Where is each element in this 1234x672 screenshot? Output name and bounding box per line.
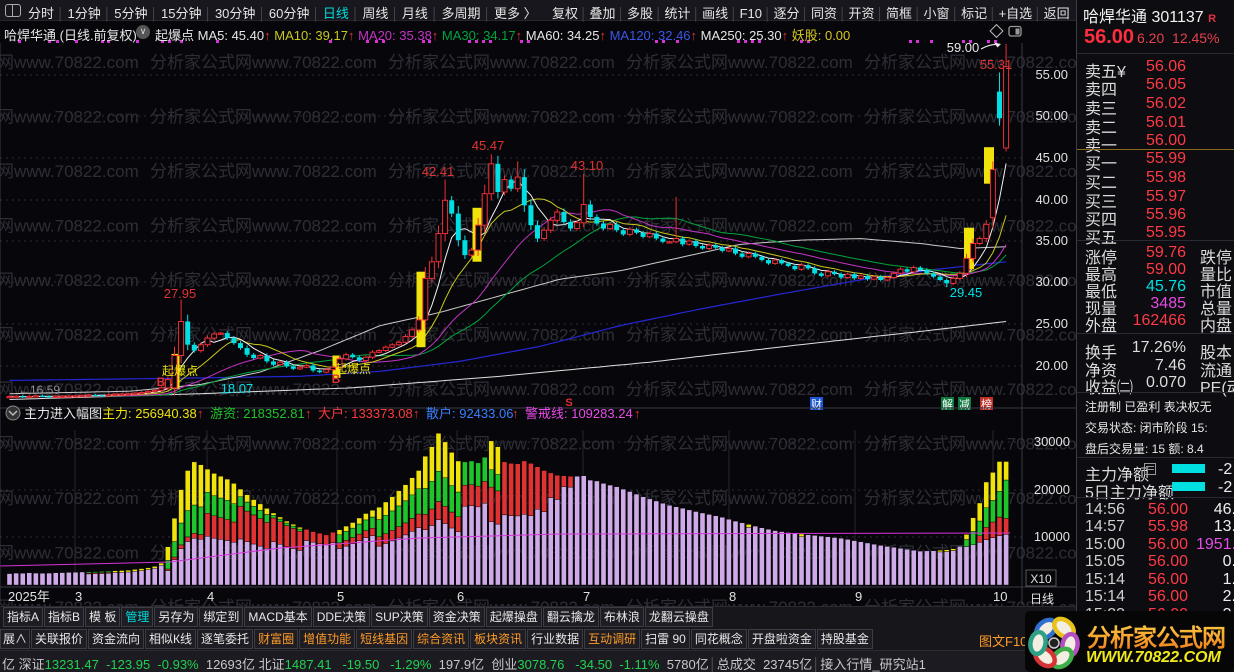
svg-text:分析家公式网www.70822.com: 分析家公式网www.70822.com: [864, 326, 1076, 345]
svg-text:减: 减: [959, 398, 970, 411]
svg-text:分析家公式网www.70822.com: 分析家公式网www.70822.com: [0, 108, 139, 127]
svg-text:30.00: 30.00: [1035, 274, 1068, 289]
svg-text:分析家公式网www.70822.com: 分析家公式网www.70822.com: [388, 162, 615, 181]
svg-text:55.00: 55.00: [1035, 67, 1068, 82]
svg-text:分析家公式网www.70822.com: 分析家公式网www.70822.com: [150, 489, 377, 508]
svg-text:起爆点: 起爆点: [335, 362, 371, 376]
svg-text:分析家公式网www.70822.com: 分析家公式网www.70822.com: [864, 435, 1076, 454]
svg-text:30000: 30000: [1034, 434, 1070, 449]
svg-text:分析家公式网www.70822.com: 分析家公式网www.70822.com: [0, 326, 139, 345]
svg-text:主力进入幅图: 主力进入幅图: [24, 406, 102, 421]
svg-text:分析家公式网www.70822.com: 分析家公式网www.70822.com: [626, 162, 853, 181]
svg-text:分析家公式网www.70822.com: 分析家公式网www.70822.com: [0, 217, 139, 236]
svg-text:分析家公式网www.70822.com: 分析家公式网www.70822.com: [626, 380, 853, 399]
svg-text:55.31: 55.31: [980, 57, 1013, 72]
svg-text:分析家公式网www.70822.com: 分析家公式网www.70822.com: [864, 162, 1076, 181]
svg-text:29.45: 29.45: [950, 285, 983, 300]
svg-text:B: B: [332, 372, 341, 386]
svg-text:解: 解: [942, 397, 953, 411]
svg-text:分析家公式网www.70822.com: 分析家公式网www.70822.com: [864, 108, 1076, 127]
svg-text:分析家公式网www.70822.com: 分析家公式网www.70822.com: [864, 217, 1076, 236]
svg-text:分析家公式网www.70822.com: 分析家公式网www.70822.com: [150, 435, 377, 454]
svg-text:分析家公式网www.70822.com: 分析家公式网www.70822.com: [864, 544, 1076, 563]
svg-text:分析家公式网www.70822.com: 分析家公式网www.70822.com: [388, 108, 615, 127]
svg-text:↑: ↑: [634, 406, 641, 421]
svg-text:10000: 10000: [1034, 529, 1070, 544]
svg-text:S: S: [565, 397, 572, 409]
svg-text:财: 财: [811, 397, 822, 411]
svg-text:警戒线: 109283.24: 警戒线: 109283.24: [525, 406, 633, 421]
svg-text:↑: ↑: [305, 406, 312, 421]
svg-text:散户: 92433.06: 散户: 92433.06: [426, 406, 513, 421]
svg-text:18.07: 18.07: [221, 381, 254, 396]
svg-text:59.00: 59.00: [947, 40, 980, 55]
svg-text:分析家公式网www.70822.com: 分析家公式网www.70822.com: [388, 53, 615, 72]
svg-text:榜: 榜: [981, 397, 992, 411]
svg-text:5: 5: [337, 589, 344, 604]
svg-text:43.10: 43.10: [571, 158, 604, 173]
svg-text:分析家公式网www.70822.com: 分析家公式网www.70822.com: [388, 489, 615, 508]
svg-text:日线: 日线: [1030, 592, 1054, 606]
svg-text:分析家公式网www.70822.com: 分析家公式网www.70822.com: [388, 435, 615, 454]
svg-text:4: 4: [207, 589, 214, 604]
svg-text:6: 6: [457, 589, 464, 604]
svg-text:10: 10: [993, 589, 1007, 604]
svg-text:35.00: 35.00: [1035, 233, 1068, 248]
svg-text:←16.59: ←16.59: [18, 383, 60, 397]
svg-text:分析家公式网www.70822.com: 分析家公式网www.70822.com: [388, 380, 615, 399]
svg-text:分析家公式网www.70822.com: 分析家公式网www.70822.com: [626, 217, 853, 236]
svg-text:分析家公式网www.70822.com: 分析家公式网www.70822.com: [864, 489, 1076, 508]
svg-text:分析家公式网www.70822.com: 分析家公式网www.70822.com: [150, 217, 377, 236]
svg-text:起爆点: 起爆点: [162, 364, 198, 378]
svg-text:分析家公式网www.70822.com: 分析家公式网www.70822.com: [626, 435, 853, 454]
svg-text:分析家公式网www.70822.com: 分析家公式网www.70822.com: [388, 271, 615, 290]
svg-text:50.00: 50.00: [1035, 108, 1068, 123]
svg-text:7: 7: [583, 589, 590, 604]
svg-text:42.41: 42.41: [422, 164, 455, 179]
svg-text:分析家公式网www.70822.com: 分析家公式网www.70822.com: [0, 162, 139, 181]
svg-text:分析家公式网www.70822.com: 分析家公式网www.70822.com: [150, 544, 377, 563]
svg-text:25.00: 25.00: [1035, 316, 1068, 331]
svg-text:分析家公式网www.70822.com: 分析家公式网www.70822.com: [0, 489, 139, 508]
svg-text:↑: ↑: [197, 406, 204, 421]
svg-text:分析家公式网www.70822.com: 分析家公式网www.70822.com: [864, 271, 1076, 290]
svg-text:分析家公式网www.70822.com: 分析家公式网www.70822.com: [150, 53, 377, 72]
svg-text:X10: X10: [1030, 572, 1052, 586]
svg-text:分析家公式网www.70822.com: 分析家公式网www.70822.com: [0, 380, 139, 399]
svg-text:分析家公式网www.70822.com: 分析家公式网www.70822.com: [0, 53, 139, 72]
svg-text:分析家公式网www.70822.com: 分析家公式网www.70822.com: [626, 53, 853, 72]
svg-text:45.00: 45.00: [1035, 150, 1068, 165]
svg-text:分析家公式网www.70822.com: 分析家公式网www.70822.com: [0, 271, 139, 290]
svg-text:分析家公式网www.70822.com: 分析家公式网www.70822.com: [0, 544, 139, 563]
svg-text:20000: 20000: [1034, 482, 1070, 497]
svg-text:分析家公式网www.70822.com: 分析家公式网www.70822.com: [864, 380, 1076, 399]
svg-text:3: 3: [75, 589, 82, 604]
svg-text:分析家公式网www.70822.com: 分析家公式网www.70822.com: [150, 380, 377, 399]
svg-text:27.95: 27.95: [164, 286, 197, 301]
svg-text:游资: 218352.81: 游资: 218352.81: [210, 406, 305, 421]
svg-text:大户: 133373.08: 大户: 133373.08: [318, 406, 413, 421]
svg-text:45.47: 45.47: [472, 138, 505, 153]
svg-text:9: 9: [855, 589, 862, 604]
svg-text:分析家公式网www.70822.com: 分析家公式网www.70822.com: [626, 271, 853, 290]
svg-text:↑: ↑: [512, 406, 519, 421]
svg-text:分析家公式网www.70822.com: 分析家公式网www.70822.com: [864, 53, 1076, 72]
svg-text:分析家公式网www.70822.com: 分析家公式网www.70822.com: [0, 435, 139, 454]
svg-text:分析家公式网www.70822.com: 分析家公式网www.70822.com: [150, 271, 377, 290]
svg-text:分析家公式网www.70822.com: 分析家公式网www.70822.com: [626, 326, 853, 345]
svg-text:8: 8: [729, 589, 736, 604]
svg-text:分析家公式网www.70822.com: 分析家公式网www.70822.com: [388, 544, 615, 563]
svg-text:2025年: 2025年: [8, 589, 50, 604]
svg-text:分析家公式网www.70822.com: 分析家公式网www.70822.com: [626, 489, 853, 508]
svg-text:20.00: 20.00: [1035, 358, 1068, 373]
svg-text:分析家公式网www.70822.com: 分析家公式网www.70822.com: [150, 162, 377, 181]
svg-text:分析家公式网www.70822.com: 分析家公式网www.70822.com: [150, 108, 377, 127]
svg-text:主力: 256940.38: 主力: 256940.38: [102, 406, 197, 421]
svg-text:↑: ↑: [413, 406, 420, 421]
svg-text:分析家公式网www.70822.com: 分析家公式网www.70822.com: [626, 108, 853, 127]
svg-text:B: B: [157, 375, 166, 389]
svg-text:40.00: 40.00: [1035, 192, 1068, 207]
